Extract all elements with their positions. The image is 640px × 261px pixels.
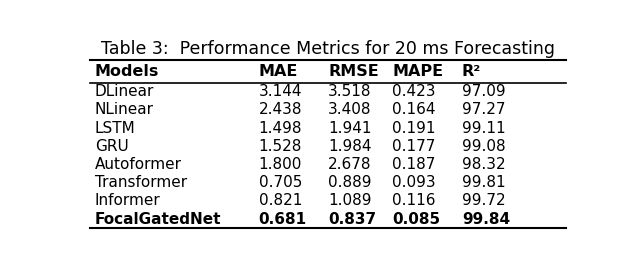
Text: Autoformer: Autoformer: [95, 157, 182, 172]
Text: 97.27: 97.27: [462, 102, 506, 117]
Text: 1.941: 1.941: [328, 121, 371, 136]
Text: FocalGatedNet: FocalGatedNet: [95, 212, 221, 227]
Text: 0.093: 0.093: [392, 175, 436, 190]
Text: 1.089: 1.089: [328, 193, 371, 209]
Text: 99.84: 99.84: [462, 212, 510, 227]
Text: Transformer: Transformer: [95, 175, 187, 190]
Text: 99.11: 99.11: [462, 121, 506, 136]
Text: MAE: MAE: [259, 64, 298, 79]
Text: 2.678: 2.678: [328, 157, 371, 172]
Text: 0.177: 0.177: [392, 139, 436, 154]
Text: 1.800: 1.800: [259, 157, 302, 172]
Text: Informer: Informer: [95, 193, 161, 209]
Text: 3.144: 3.144: [259, 84, 302, 99]
Text: LSTM: LSTM: [95, 121, 136, 136]
Text: DLinear: DLinear: [95, 84, 154, 99]
Text: 97.09: 97.09: [462, 84, 506, 99]
Text: 2.438: 2.438: [259, 102, 302, 117]
Text: Table 3:  Performance Metrics for 20 ms Forecasting: Table 3: Performance Metrics for 20 ms F…: [101, 40, 555, 58]
Text: NLinear: NLinear: [95, 102, 154, 117]
Text: 0.705: 0.705: [259, 175, 302, 190]
Text: 3.518: 3.518: [328, 84, 371, 99]
Text: 0.085: 0.085: [392, 212, 440, 227]
Text: 98.32: 98.32: [462, 157, 506, 172]
Text: 0.889: 0.889: [328, 175, 371, 190]
Text: 0.191: 0.191: [392, 121, 436, 136]
Text: 99.81: 99.81: [462, 175, 506, 190]
Text: RMSE: RMSE: [328, 64, 379, 79]
Text: 0.116: 0.116: [392, 193, 436, 209]
Text: 1.528: 1.528: [259, 139, 302, 154]
Text: 0.837: 0.837: [328, 212, 376, 227]
Text: MAPE: MAPE: [392, 64, 444, 79]
Text: GRU: GRU: [95, 139, 129, 154]
Text: 0.187: 0.187: [392, 157, 436, 172]
Text: 99.72: 99.72: [462, 193, 506, 209]
Text: Models: Models: [95, 64, 159, 79]
Text: 0.821: 0.821: [259, 193, 302, 209]
Text: 1.498: 1.498: [259, 121, 302, 136]
Text: 99.08: 99.08: [462, 139, 506, 154]
Text: R²: R²: [462, 64, 481, 79]
Text: 1.984: 1.984: [328, 139, 371, 154]
Text: 0.164: 0.164: [392, 102, 436, 117]
Text: 0.423: 0.423: [392, 84, 436, 99]
Text: 3.408: 3.408: [328, 102, 371, 117]
Text: 0.681: 0.681: [259, 212, 307, 227]
